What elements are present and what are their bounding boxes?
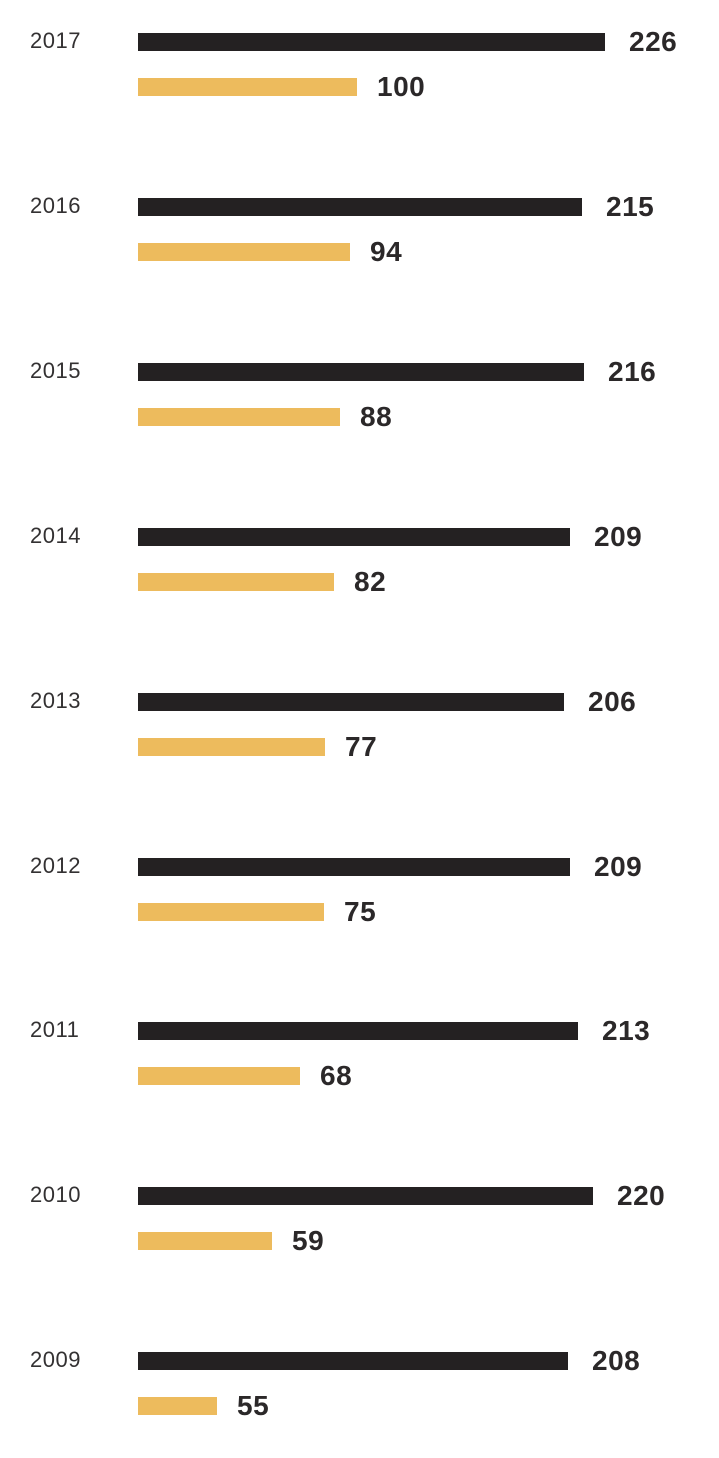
dark-bar bbox=[138, 198, 582, 216]
dark-bar-value-label: 208 bbox=[592, 1345, 641, 1376]
dark-bar-value-label: 206 bbox=[588, 686, 637, 717]
dark-bar-value-label: 220 bbox=[617, 1180, 666, 1211]
year-group-row: 2014 209 82 bbox=[0, 521, 719, 658]
year-label: 2012 bbox=[30, 853, 81, 878]
dark-bar-line: 209 bbox=[138, 851, 642, 882]
gold-bar-value-label: 68 bbox=[320, 1060, 353, 1091]
dark-bar-line: 215 bbox=[138, 191, 654, 222]
year-label: 2017 bbox=[30, 28, 81, 53]
year-group-row: 2016 215 94 bbox=[0, 191, 719, 328]
dark-bar bbox=[138, 693, 564, 711]
dark-bar-value-label: 216 bbox=[608, 356, 657, 387]
gold-bar bbox=[138, 1067, 300, 1085]
year-label: 2015 bbox=[30, 358, 81, 383]
dark-bar bbox=[138, 528, 570, 546]
dark-bar-line: 209 bbox=[138, 521, 642, 552]
year-label: 2014 bbox=[30, 523, 81, 548]
year-group-row: 2013 206 77 bbox=[0, 686, 719, 823]
dark-bar bbox=[138, 858, 570, 876]
gold-bar-value-label: 82 bbox=[354, 566, 387, 597]
gold-bar-line: 100 bbox=[138, 71, 425, 102]
year-group-row: 2010 220 59 bbox=[0, 1180, 719, 1317]
year-group-row: 2017 226 100 bbox=[0, 26, 719, 163]
gold-bar-line: 82 bbox=[138, 566, 386, 597]
dark-bar-line: 216 bbox=[138, 356, 656, 387]
year-group-row: 2012 209 75 bbox=[0, 851, 719, 988]
gold-bar-value-label: 88 bbox=[360, 401, 393, 432]
year-group-row: 2015 216 88 bbox=[0, 356, 719, 493]
dark-bar-value-label: 209 bbox=[594, 521, 643, 552]
gold-bar bbox=[138, 243, 350, 261]
dark-bar-value-label: 215 bbox=[606, 191, 655, 222]
dark-bar bbox=[138, 363, 584, 381]
dark-bar-value-label: 213 bbox=[602, 1015, 651, 1046]
dark-bar bbox=[138, 33, 605, 51]
dark-bar-line: 206 bbox=[138, 686, 636, 717]
gold-bar-value-label: 59 bbox=[292, 1225, 325, 1256]
gold-bar-line: 94 bbox=[138, 236, 402, 267]
dark-bar-line: 226 bbox=[138, 26, 677, 57]
gold-bar-line: 59 bbox=[138, 1225, 324, 1256]
dark-bar-value-label: 226 bbox=[629, 26, 678, 57]
dark-bar bbox=[138, 1022, 578, 1040]
gold-bar-line: 75 bbox=[138, 896, 376, 927]
gold-bar-line: 77 bbox=[138, 731, 377, 762]
dark-bar-line: 220 bbox=[138, 1180, 665, 1211]
dark-bar bbox=[138, 1187, 593, 1205]
gold-bar-value-label: 100 bbox=[377, 71, 426, 102]
gold-bar bbox=[138, 573, 334, 591]
year-label: 2016 bbox=[30, 193, 81, 218]
year-label: 2013 bbox=[30, 688, 81, 713]
gold-bar-value-label: 77 bbox=[345, 731, 378, 762]
gold-bar-value-label: 94 bbox=[370, 236, 403, 267]
gold-bar bbox=[138, 738, 325, 756]
gold-bar bbox=[138, 1232, 272, 1250]
year-label: 2010 bbox=[30, 1182, 81, 1207]
year-label: 2011 bbox=[30, 1017, 80, 1042]
gold-bar bbox=[138, 78, 357, 96]
dark-bar-line: 213 bbox=[138, 1015, 650, 1046]
gold-bar bbox=[138, 903, 324, 921]
gold-bar-line: 68 bbox=[138, 1060, 352, 1091]
dark-bar-value-label: 209 bbox=[594, 851, 643, 882]
gold-bar bbox=[138, 1397, 217, 1415]
gold-bar bbox=[138, 408, 340, 426]
year-label: 2009 bbox=[30, 1347, 81, 1372]
dark-bar-line: 208 bbox=[138, 1345, 640, 1376]
gold-bar-line: 55 bbox=[138, 1390, 269, 1421]
year-group-row: 2009 208 55 bbox=[0, 1345, 719, 1458]
dark-bar bbox=[138, 1352, 568, 1370]
gold-bar-value-label: 75 bbox=[344, 896, 377, 927]
gold-bar-value-label: 55 bbox=[237, 1390, 270, 1421]
gold-bar-line: 88 bbox=[138, 401, 392, 432]
year-group-row: 2011 213 68 bbox=[0, 1015, 719, 1152]
